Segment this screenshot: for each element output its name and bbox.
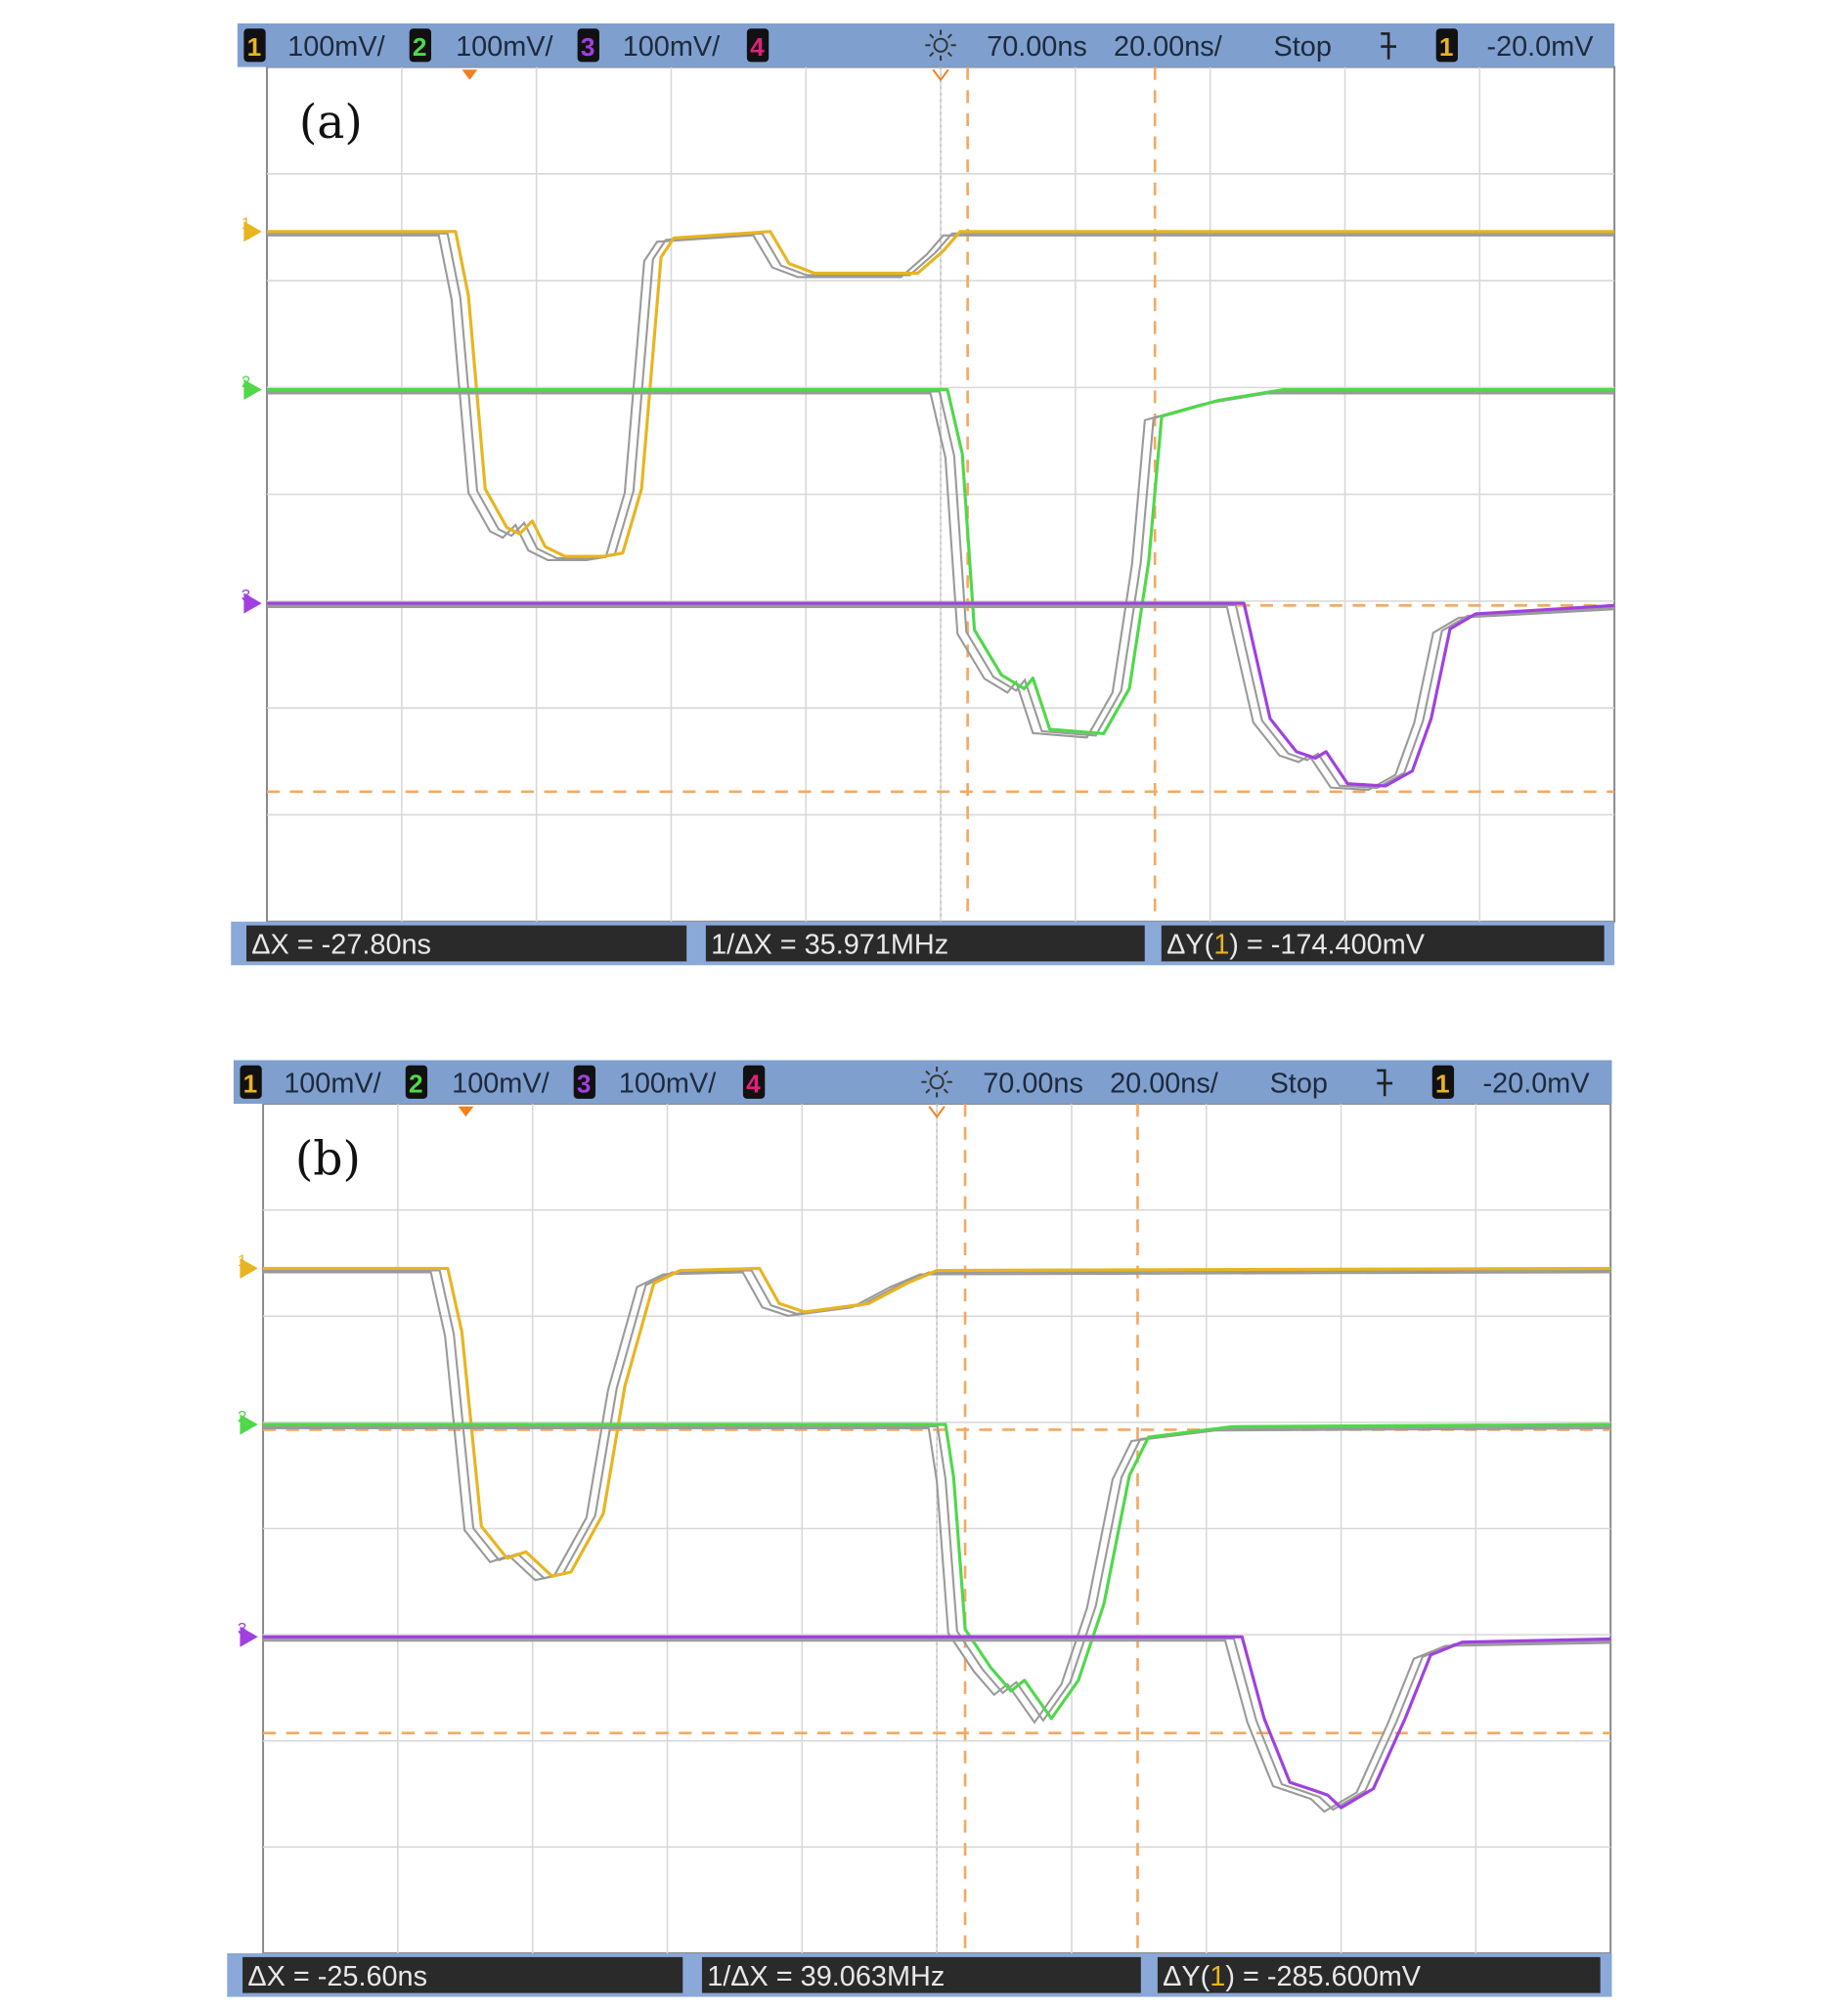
sun-core [929, 1074, 945, 1090]
time-reference-marker [928, 1106, 946, 1118]
run-state[interactable]: Stop [1274, 31, 1332, 63]
run-state[interactable]: Stop [1270, 1068, 1328, 1099]
channel-1-ground-marker[interactable] [243, 221, 262, 242]
delta-x-readout: ΔX = -25.60ns [247, 1961, 427, 1992]
channel-3-badge[interactable] [573, 1065, 595, 1099]
channel-1-trace [263, 1266, 1611, 1578]
dy-channel: 1 [1210, 1961, 1225, 1992]
sun-ray [929, 33, 935, 39]
trigger-source-number: 1 [1439, 32, 1454, 62]
channel-3-number: 3 [577, 1069, 592, 1098]
channel-1-number: 1 [243, 1069, 258, 1098]
panel-label: (b) [295, 1132, 361, 1186]
channel-number-label: 1 [242, 214, 250, 233]
delta-x-readout-box [242, 1956, 683, 1993]
channel-2-trace [263, 1422, 1611, 1721]
delta-x-readout-box [246, 925, 687, 962]
trigger-point-marker [462, 69, 478, 80]
channel-number-label: 2 [242, 372, 250, 391]
sun-ray [925, 1088, 931, 1094]
sun-ray [946, 51, 952, 58]
channel-1-ground-marker[interactable] [240, 1257, 258, 1279]
channel-3-scale[interactable]: 100mV/ [623, 31, 721, 63]
panel-label: (a) [299, 96, 363, 150]
timebase-scale[interactable]: 20.00ns/ [1110, 1068, 1219, 1099]
channel-1-number: 1 [247, 32, 262, 62]
channel-4-badge[interactable] [742, 1065, 766, 1099]
trigger-level[interactable]: -20.0mV [1486, 31, 1594, 63]
channel-2-scale[interactable]: 100mV/ [456, 31, 553, 63]
channel-3-scale[interactable]: 100mV/ [619, 1068, 717, 1099]
channel-3-ground-marker[interactable] [240, 1626, 258, 1647]
delta-y-readout-box [1161, 925, 1605, 962]
persistence-trace-3 [263, 1639, 1611, 1813]
scope-panel-a: 1 2 3 (a) 1 100mV/2 100mV/3 100mV/4 70.00ns 20.00… [231, 22, 1616, 966]
sun-ray [946, 33, 952, 39]
sun-ray [925, 1070, 931, 1076]
channel-2-scale[interactable]: 100mV/ [452, 1068, 550, 1099]
channel-2-trace [267, 387, 1615, 735]
channel-1-trace [267, 230, 1615, 558]
trigger-source-badge[interactable] [1435, 28, 1458, 63]
persistence-trace-3 [263, 1638, 1611, 1812]
dy-prefix: ΔY( [1166, 930, 1214, 961]
channel-number-label: 2 [238, 1407, 246, 1425]
frequency-readout-box [705, 925, 1145, 962]
trigger-delay[interactable]: 70.00ns [983, 1068, 1083, 1099]
persistence-trace-2 [263, 1426, 1611, 1725]
channel-number-label: 3 [242, 586, 250, 604]
dy-value: ) = -174.400mV [1229, 930, 1425, 961]
channel-4-number: 4 [746, 1069, 761, 1098]
delta-y-readout: ΔY(1) = -285.600mV [1163, 1961, 1422, 1992]
channel-2-number: 2 [413, 32, 427, 62]
channel-1-scale[interactable]: 100mV/ [284, 1068, 381, 1099]
sun-core [933, 37, 948, 53]
trigger-point-marker [458, 1106, 474, 1117]
trigger-source-badge[interactable] [1431, 1065, 1455, 1099]
frequency-readout-box [701, 1956, 1141, 1993]
channel-2-badge[interactable] [405, 1065, 428, 1099]
channel-number-label: 1 [238, 1251, 246, 1270]
frequency-readout: 1/ΔX = 35.971MHz [711, 930, 948, 961]
sun-ray [929, 51, 935, 58]
trigger-edge-icon [1381, 32, 1396, 60]
brightness-sun-icon [925, 29, 956, 61]
scope-panel-b: 1 2 3 (b) 1 100mV/2 100mV/3 100mV/4 70.00ns 20.00… [227, 1060, 1612, 1997]
persistence-trace-2 [263, 1424, 1611, 1723]
persistence-trace-3 [267, 603, 1615, 789]
dy-value: ) = -285.600mV [1225, 1961, 1421, 1992]
persistence-trace-3 [267, 605, 1615, 791]
timebase-scale[interactable]: 20.00ns/ [1114, 31, 1223, 63]
channel-2-ground-marker[interactable] [240, 1414, 258, 1435]
trigger-level[interactable]: -20.0mV [1483, 1068, 1591, 1099]
channel-4-number: 4 [750, 32, 765, 62]
sun-ray [943, 1070, 948, 1076]
channel-3-trace [267, 601, 1615, 788]
trigger-delay[interactable]: 70.00ns [987, 31, 1087, 63]
trigger-edge-icon [1377, 1069, 1393, 1097]
channel-2-number: 2 [409, 1069, 423, 1098]
channel-3-number: 3 [581, 32, 595, 62]
channel-2-badge[interactable] [409, 28, 431, 63]
channel-number-label: 3 [238, 1620, 246, 1639]
frequency-readout: 1/ΔX = 39.063MHz [707, 1961, 945, 1992]
dy-prefix: ΔY( [1163, 1961, 1210, 1992]
time-reference-marker [932, 68, 949, 82]
dy-channel: 1 [1213, 930, 1229, 961]
channel-3-trace [263, 1635, 1611, 1810]
sun-ray [943, 1088, 948, 1094]
channel-4-badge[interactable] [746, 28, 770, 63]
channel-3-badge[interactable] [577, 28, 599, 63]
delta-y-readout-box [1157, 1956, 1601, 1993]
channel-1-scale[interactable]: 100mV/ [287, 31, 385, 63]
delta-y-readout: ΔY(1) = -174.400mV [1166, 930, 1426, 961]
channel-2-ground-marker[interactable] [243, 379, 262, 401]
channel-1-badge[interactable] [240, 1065, 262, 1099]
delta-x-readout: ΔX = -27.80ns [251, 930, 431, 961]
brightness-sun-icon [921, 1067, 952, 1098]
trigger-source-number: 1 [1435, 1069, 1450, 1098]
channel-3-ground-marker[interactable] [243, 592, 262, 614]
channel-1-badge[interactable] [243, 28, 266, 63]
